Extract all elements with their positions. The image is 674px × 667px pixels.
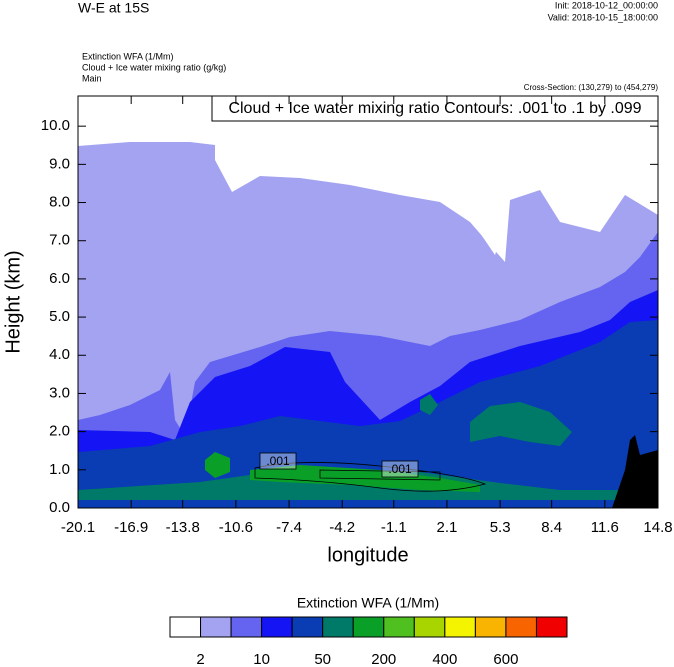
colorbar-label: 2	[196, 651, 204, 667]
colorbar-box	[322, 616, 354, 638]
colorbar-box	[474, 616, 507, 638]
x-tick-label: 8.4	[541, 519, 562, 536]
colorbar-box	[230, 616, 263, 638]
colorbar-label: 200	[371, 651, 396, 667]
contour-label: .001	[388, 462, 412, 476]
x-tick-label: -7.4	[276, 519, 302, 536]
colorbar-box	[169, 616, 202, 638]
chart-title: W-E at 15S	[78, 0, 149, 16]
x-tick-label: -1.1	[381, 519, 407, 536]
y-tick-label: 10.0	[41, 117, 70, 134]
y-axis-label: Height (km)	[2, 250, 24, 353]
colorbar-box	[413, 616, 446, 638]
colorbar-box	[383, 616, 415, 638]
colorbar-box	[505, 616, 537, 638]
contour-label-box	[381, 460, 419, 478]
colorbar-box	[352, 616, 385, 638]
field-label: Cloud + Ice water mixing ratio (g/kg)	[82, 62, 226, 72]
contour-label: .001	[266, 454, 290, 468]
contour-fill	[78, 96, 658, 262]
contour-label-box	[259, 452, 297, 470]
colorbar-label: 600	[493, 651, 518, 667]
colorbar-title: Extinction WFA (1/Mm)	[297, 595, 439, 611]
contour-fill	[205, 452, 230, 478]
y-tick-label: 0.0	[49, 499, 70, 516]
colorbar-box	[261, 616, 293, 638]
x-tick-label: -20.1	[61, 519, 95, 536]
contour-note: Cloud + Ice water mixing ratio Contours:…	[228, 100, 641, 117]
field-label: Main	[82, 73, 102, 83]
x-tick-label: 2.1	[437, 519, 458, 536]
colorbar-box	[535, 616, 568, 638]
colorbar-label: 10	[253, 651, 270, 667]
x-tick-label: -16.9	[114, 519, 148, 536]
x-tick-label: -13.8	[166, 519, 200, 536]
y-tick-label: 6.0	[49, 270, 70, 287]
colorbar-box	[291, 616, 324, 638]
y-tick-label: 4.0	[49, 346, 70, 363]
terrain	[612, 435, 658, 508]
x-tick-label: -10.6	[219, 519, 253, 536]
x-tick-label: -4.2	[329, 519, 355, 536]
y-tick-label: 3.0	[49, 384, 70, 401]
colorbar-box	[200, 616, 232, 638]
contour-fill	[470, 185, 505, 255]
contour-fill	[470, 402, 572, 446]
y-tick-label: 9.0	[49, 155, 70, 172]
x-tick-label: 5.3	[490, 519, 511, 536]
contour-note-box	[211, 95, 659, 122]
cross-section: Cross-Section: (130,279) to (454,279)	[524, 83, 659, 92]
y-tick-label: 7.0	[49, 232, 70, 249]
y-tick-label: 1.0	[49, 461, 70, 478]
x-tick-label: 14.8	[643, 519, 672, 536]
contour-line	[254, 462, 487, 492]
y-tick-label: 5.0	[49, 308, 70, 325]
contour-field	[78, 96, 658, 508]
x-tick-label: 11.6	[591, 519, 619, 536]
x-axis-label: longitude	[327, 544, 408, 566]
contour-fill	[420, 394, 438, 415]
init-time: Init: 2018-10-12_00:00:00	[555, 0, 658, 10]
colorbar-label: 50	[314, 651, 331, 667]
colorbar-label: 400	[432, 651, 457, 667]
colorbar-box	[444, 616, 476, 638]
valid-time: Valid: 2018-10-15_18:00:00	[548, 12, 658, 22]
y-tick-label: 8.0	[49, 194, 70, 211]
field-label: Extinction WFA (1/Mm)	[82, 51, 174, 61]
y-tick-label: 2.0	[49, 423, 70, 440]
